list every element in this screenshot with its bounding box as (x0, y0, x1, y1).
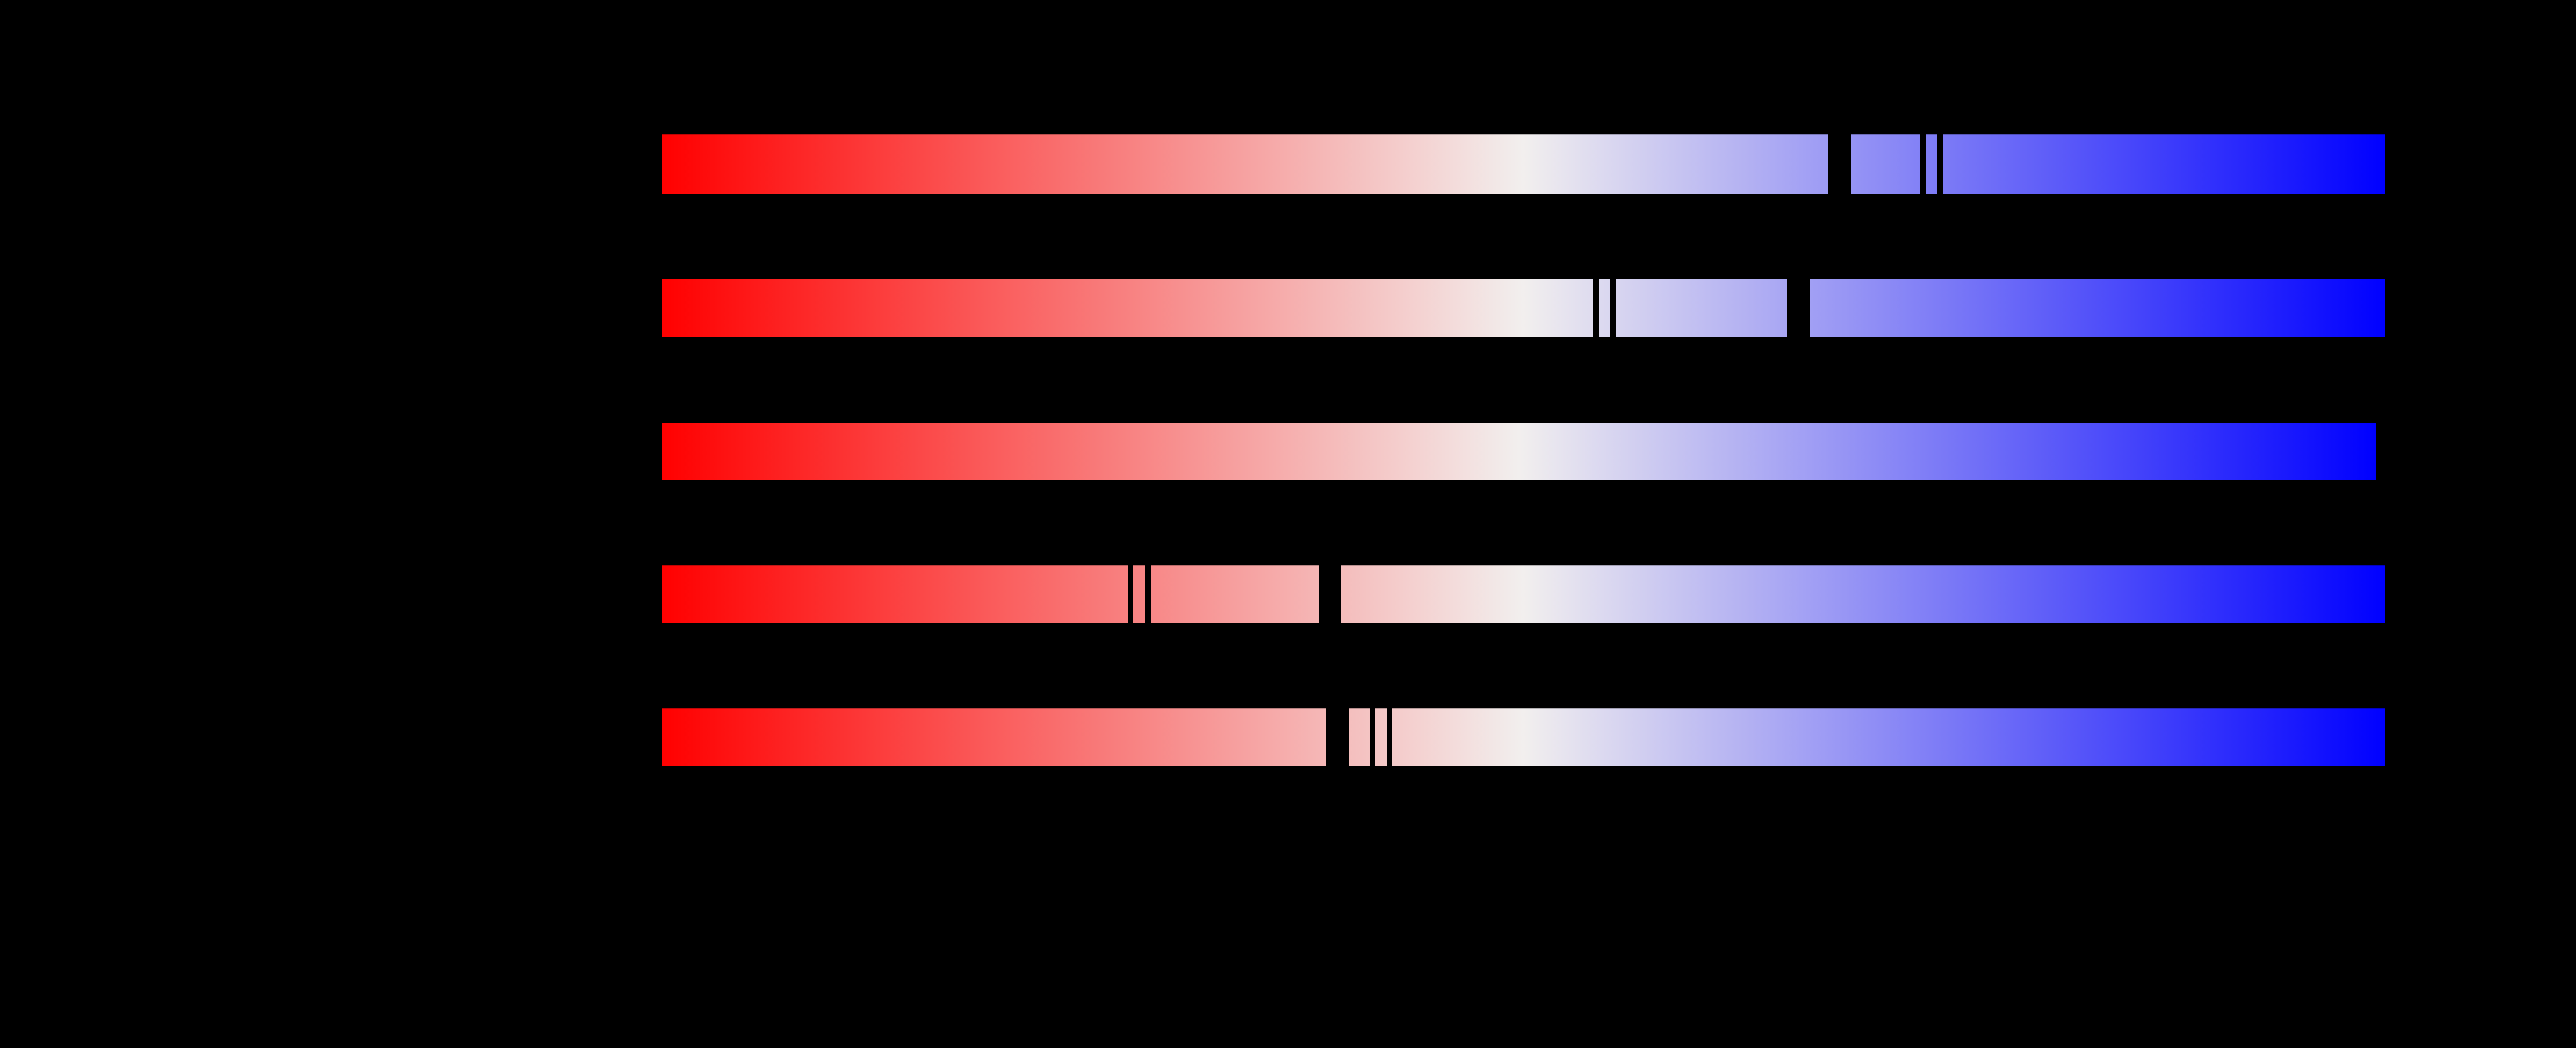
gradient-bar-row-3 (662, 423, 2376, 480)
tick-mark-thin (1370, 708, 1375, 766)
gradient-bar-row-1 (662, 134, 2385, 194)
tick-mark-wide (1787, 279, 1810, 337)
tick-mark-thin (1593, 279, 1599, 337)
tick-mark-thin (1920, 134, 1926, 194)
tick-mark-wide (1326, 708, 1349, 766)
tick-mark-thin (1937, 134, 1943, 194)
tick-mark-wide (1828, 134, 1851, 194)
gradient-bar-row-5 (662, 708, 2385, 766)
tick-mark-thin (1145, 565, 1151, 623)
tick-mark-thin (1128, 565, 1133, 623)
gradient-bar-row-2 (662, 279, 2385, 337)
tick-mark-thin (1387, 708, 1392, 766)
tick-mark-thin (1610, 279, 1616, 337)
tick-mark-wide (1319, 565, 1341, 623)
gradient-bar-row-4 (662, 565, 2385, 623)
